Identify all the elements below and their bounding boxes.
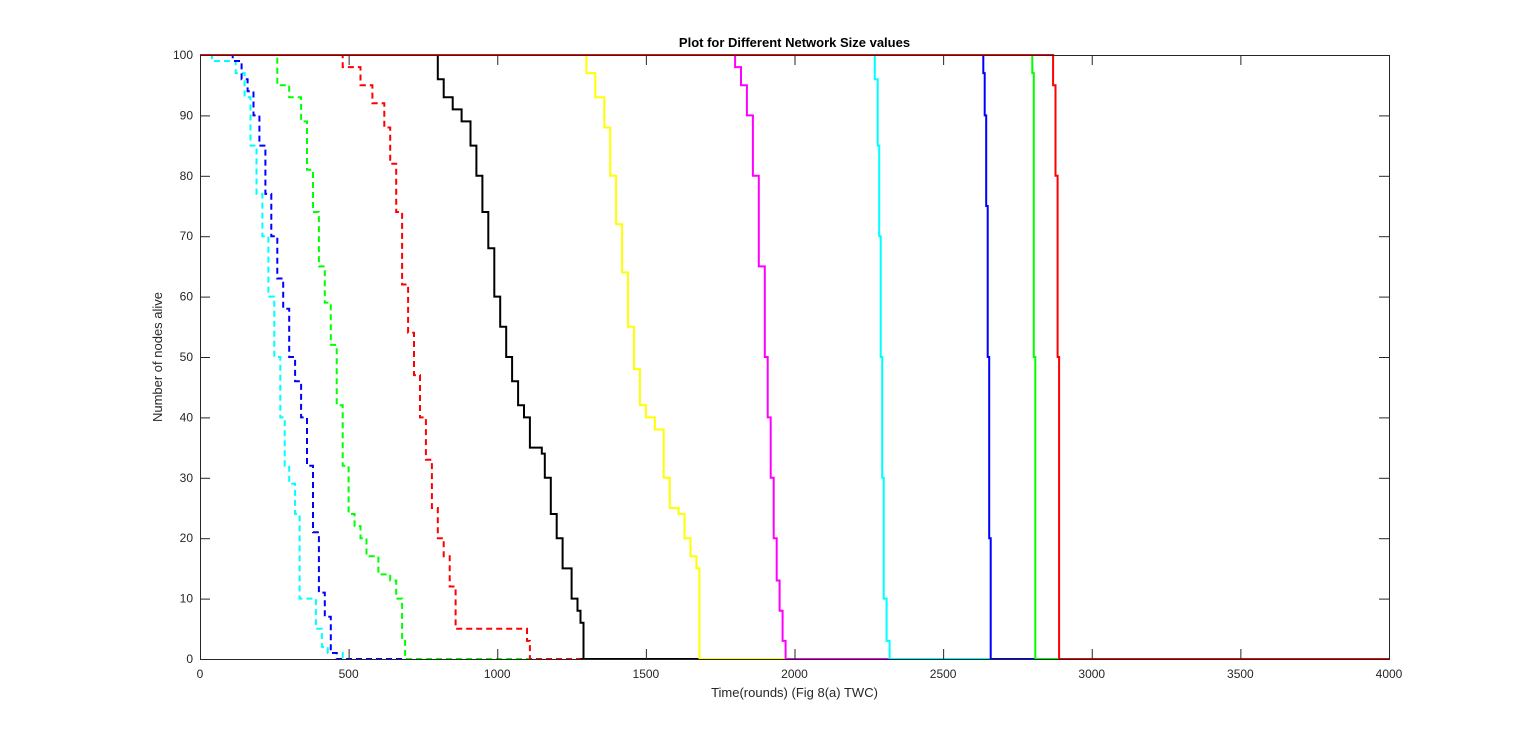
y-tick-label: 90 [180,108,194,122]
x-tick-label: 3500 [1227,667,1254,681]
series-line-1 [200,54,1389,660]
series-line-8 [200,54,1389,660]
series-line-10 [200,54,1389,660]
x-axis-title: Time(rounds) (Fig 8(a) TWC) [711,685,878,700]
y-tick-label: 30 [180,471,194,485]
y-tick-label: 20 [180,531,194,545]
x-tick-label: 500 [339,667,359,681]
x-tick-label: 2500 [930,667,957,681]
series-line-2 [200,54,1389,660]
series-line-3 [200,54,1389,660]
y-tick-label: 50 [180,350,194,364]
plot-area [200,55,1389,659]
series-line-9 [200,54,1389,660]
y-tick-label: 10 [180,592,194,606]
y-tick-label: 40 [180,410,194,424]
y-tick-label: 60 [180,290,194,304]
series-line-6 [200,54,1389,660]
y-axis-title: Number of nodes alive [150,292,165,422]
ticks-layer: 0 500 1000 1500 2000 2500 3000 3500 4000 0 10 20 30 4… [173,48,1403,681]
y-tick-label: 80 [180,169,194,183]
x-tick-label: 3000 [1078,667,1105,681]
series-line-4 [200,54,1389,660]
y-tick-label: 0 [186,652,193,666]
x-tick-label: 0 [197,667,204,681]
x-tick-label: 2000 [781,667,808,681]
x-tick-label: 4000 [1376,667,1403,681]
series-line-7 [200,54,1389,660]
x-tick-label: 1000 [484,667,511,681]
series-layer [200,54,1389,660]
y-tick-label: 70 [180,229,194,243]
chart-title: Plot for Different Network Size values [679,35,910,50]
y-tick-label: 100 [173,48,193,62]
x-tick-label: 1500 [633,667,660,681]
